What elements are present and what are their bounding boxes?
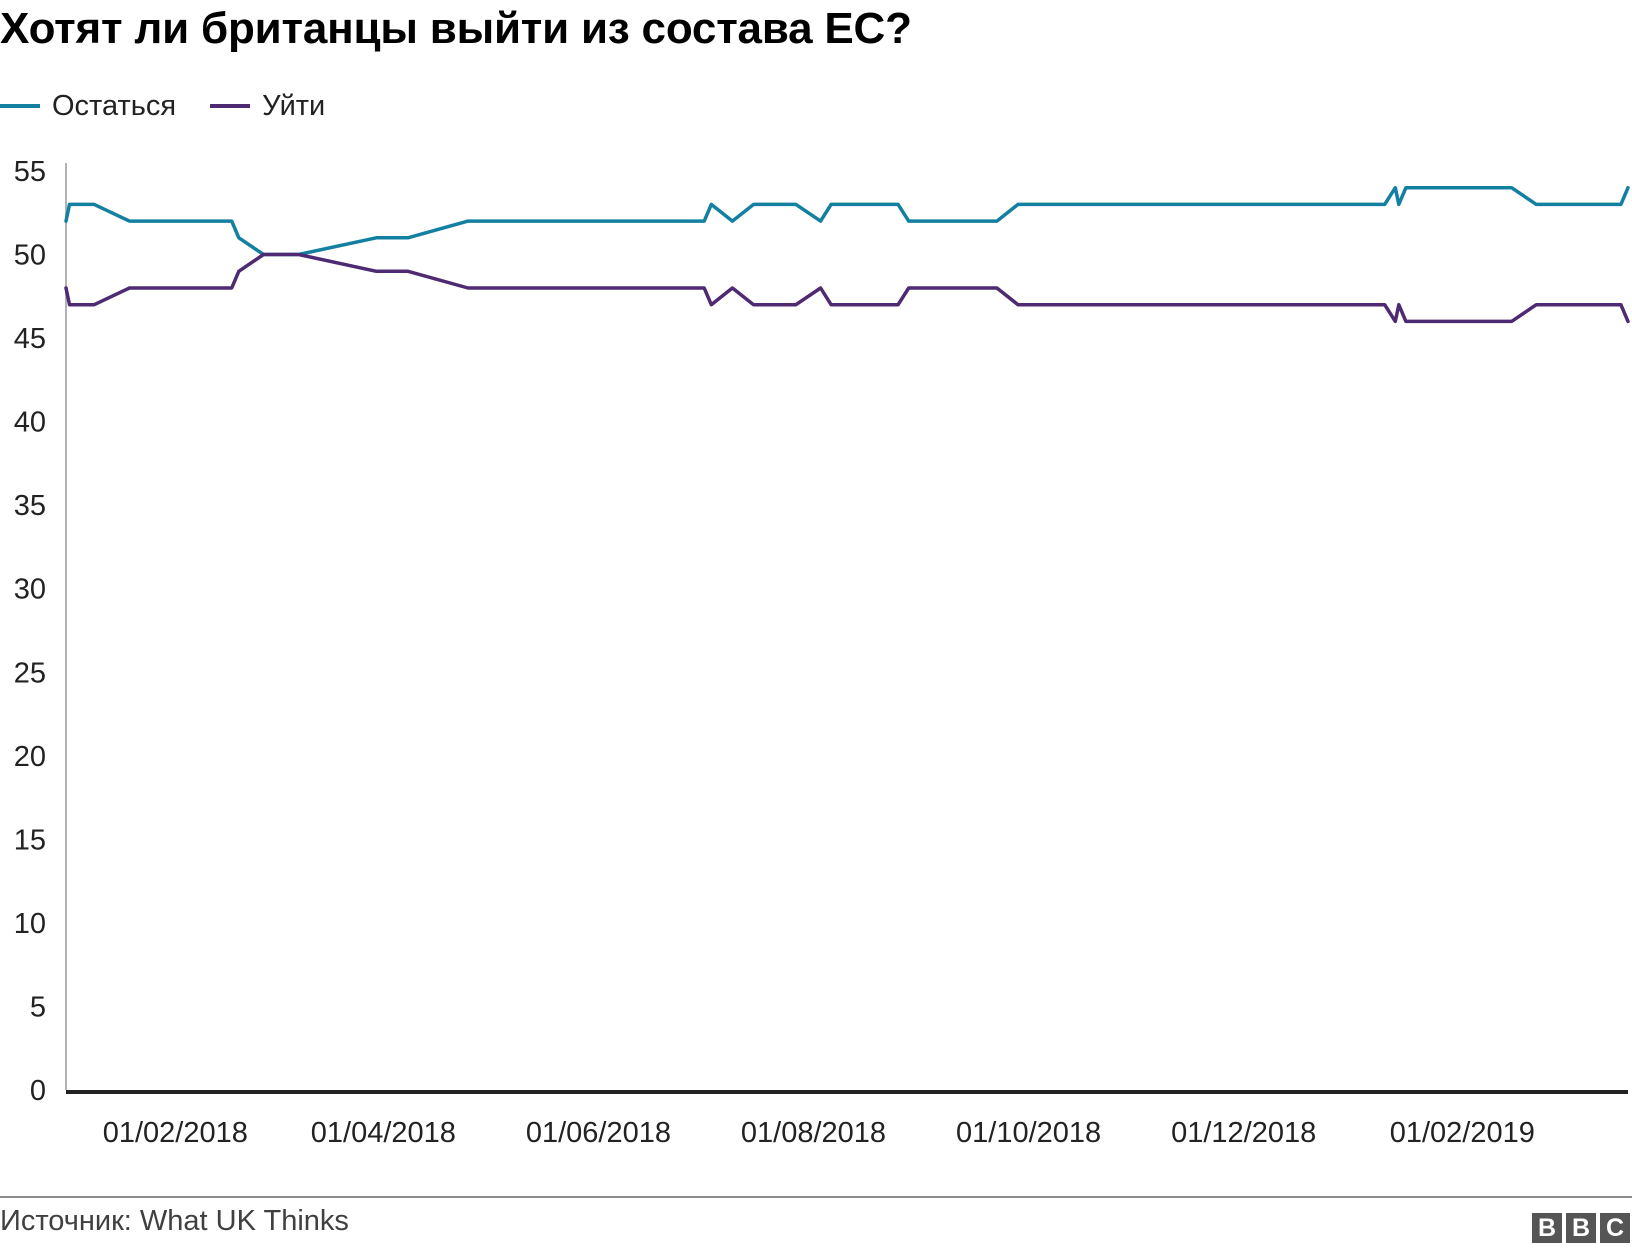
chart-title: Хотят ли британцы выйти из состава ЕС?: [0, 4, 912, 53]
y-tick-label: 10: [14, 908, 46, 940]
legend-swatch-leave: [210, 104, 251, 108]
y-tick-label: 35: [14, 490, 46, 522]
legend-label-leave: Уйти: [262, 89, 326, 122]
bbc-logo: B B C: [1528, 1213, 1630, 1243]
x-tick-label: 01/04/2018: [311, 1117, 456, 1149]
series-line-remain: [64, 185, 1630, 257]
legend-swatch-remain: [0, 104, 40, 108]
legend: Остаться Уйти: [0, 86, 359, 126]
bbc-logo-letter: B: [1532, 1213, 1562, 1243]
x-tick-label: 01/12/2018: [1171, 1117, 1316, 1149]
y-tick-label: 55: [14, 156, 46, 188]
legend-label-remain: Остаться: [52, 89, 177, 122]
footer-divider: [0, 1196, 1632, 1198]
line-chart: 0 5 10 15 20 25 30 35 40 45 50 55 01/02/2018 01/04/20…: [14, 156, 1630, 1149]
series-line-leave: [64, 252, 1630, 324]
legend-item-remain: Остаться: [0, 90, 176, 123]
x-tick-label: 01/02/2019: [1390, 1117, 1535, 1149]
y-tick-label: 30: [14, 574, 46, 606]
y-tick-label: 40: [14, 407, 46, 439]
legend-item-leave: Уйти: [210, 90, 325, 123]
y-tick-label: 45: [14, 323, 46, 355]
x-tick-label: 01/06/2018: [526, 1117, 671, 1149]
bbc-logo-letter: C: [1600, 1213, 1630, 1243]
y-tick-label: 20: [14, 741, 46, 773]
x-tick-label: 01/02/2018: [103, 1117, 248, 1149]
x-tick-label: 01/10/2018: [956, 1117, 1101, 1149]
bbc-logo-letter: B: [1566, 1213, 1596, 1243]
source-note: Источник: What UK Thinks: [0, 1205, 349, 1237]
y-tick-label: 50: [14, 240, 46, 272]
y-tick-label: 5: [30, 991, 46, 1023]
y-tick-label: 0: [30, 1075, 46, 1107]
y-tick-label: 25: [14, 657, 46, 689]
y-tick-label: 15: [14, 824, 46, 856]
x-tick-label: 01/08/2018: [741, 1117, 886, 1149]
